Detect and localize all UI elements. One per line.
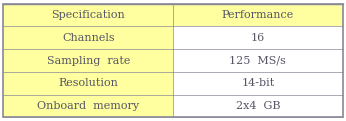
- Bar: [173, 26, 343, 49]
- Bar: [173, 49, 343, 72]
- Text: Performance: Performance: [222, 10, 294, 20]
- Text: 2x4  GB: 2x4 GB: [236, 101, 280, 111]
- Text: 16: 16: [251, 33, 265, 43]
- Bar: [3, 26, 173, 49]
- Bar: [173, 95, 343, 117]
- Bar: [173, 4, 343, 26]
- Text: Resolution: Resolution: [58, 78, 118, 88]
- Text: Sampling  rate: Sampling rate: [47, 56, 130, 65]
- Bar: [3, 72, 173, 95]
- Text: Channels: Channels: [62, 33, 115, 43]
- Bar: [3, 95, 173, 117]
- Bar: [3, 4, 173, 26]
- Text: Specification: Specification: [51, 10, 125, 20]
- Text: 14-bit: 14-bit: [241, 78, 274, 88]
- Text: 125  MS/s: 125 MS/s: [229, 56, 286, 65]
- Bar: [173, 72, 343, 95]
- Bar: [3, 49, 173, 72]
- Text: Onboard  memory: Onboard memory: [37, 101, 139, 111]
